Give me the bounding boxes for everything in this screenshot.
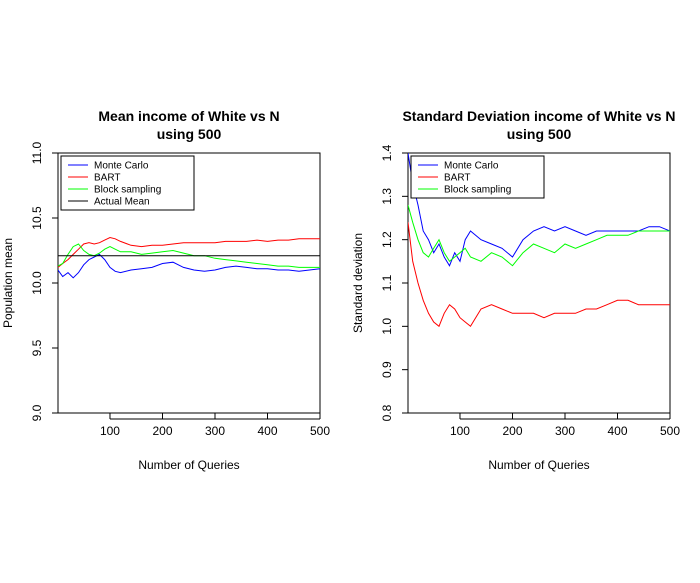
y-tick-label: 1.3 [380, 188, 394, 205]
y-tick-label: 9.0 [30, 404, 44, 421]
chart-panel-2: Standard Deviation income of White vs N u… [351, 108, 680, 472]
y-tick-label: 9.5 [30, 339, 44, 356]
y-tick-label: 0.9 [380, 361, 394, 378]
x-tick-label: 400 [607, 424, 627, 438]
chart-title-line: Mean income of White vs N [98, 108, 279, 124]
x-tick-label: 200 [152, 424, 172, 438]
x-tick-label: 300 [555, 424, 575, 438]
x-tick-label: 100 [100, 424, 120, 438]
x-axis-label: Number of Queries [138, 458, 239, 472]
x-tick-label: 200 [502, 424, 522, 438]
legend-entry: Block sampling [94, 185, 161, 196]
x-tick-label: 400 [257, 424, 277, 438]
chart-title-line: using 500 [157, 126, 222, 142]
y-axis-label: Standard deviation [351, 233, 365, 333]
chart-panel-1: Mean income of White vs N using 500 100 200… [1, 108, 330, 472]
series-line-block-sampling [408, 204, 670, 267]
y-tick-label: 10.5 [30, 206, 44, 230]
legend-entry: Monte Carlo [444, 161, 499, 172]
chart-title-line: Standard Deviation income of White vs N [402, 108, 675, 124]
y-tick-label: 10.0 [30, 271, 44, 295]
x-tick-label: 500 [660, 424, 680, 438]
series-line-monte-carlo [58, 253, 320, 279]
y-tick-label: 1.1 [380, 274, 394, 291]
y-tick-label: 1.4 [380, 144, 394, 161]
series-line-monte-carlo [408, 153, 670, 267]
y-axis-label: Population mean [1, 238, 15, 328]
chart-title-line: using 500 [507, 126, 572, 142]
y-tick-label: 1.2 [380, 231, 394, 248]
x-tick-label: 500 [310, 424, 330, 438]
x-tick-label: 300 [205, 424, 225, 438]
legend-entry: Block sampling [444, 185, 511, 196]
legend-entry: Monte Carlo [94, 161, 149, 172]
x-axis-label: Number of Queries [488, 458, 589, 472]
x-tick-label: 100 [450, 424, 470, 438]
legend-entry: BART [444, 173, 471, 184]
y-tick-label: 1.0 [380, 318, 394, 335]
series-line-bart [58, 236, 320, 268]
legend-entry: BART [94, 173, 121, 184]
series-line-bart [408, 222, 670, 328]
series-line-block-sampling [58, 243, 320, 268]
y-tick-label: 0.8 [380, 404, 394, 421]
y-tick-label: 11.0 [30, 141, 44, 164]
legend-entry: Actual Mean [94, 197, 150, 208]
